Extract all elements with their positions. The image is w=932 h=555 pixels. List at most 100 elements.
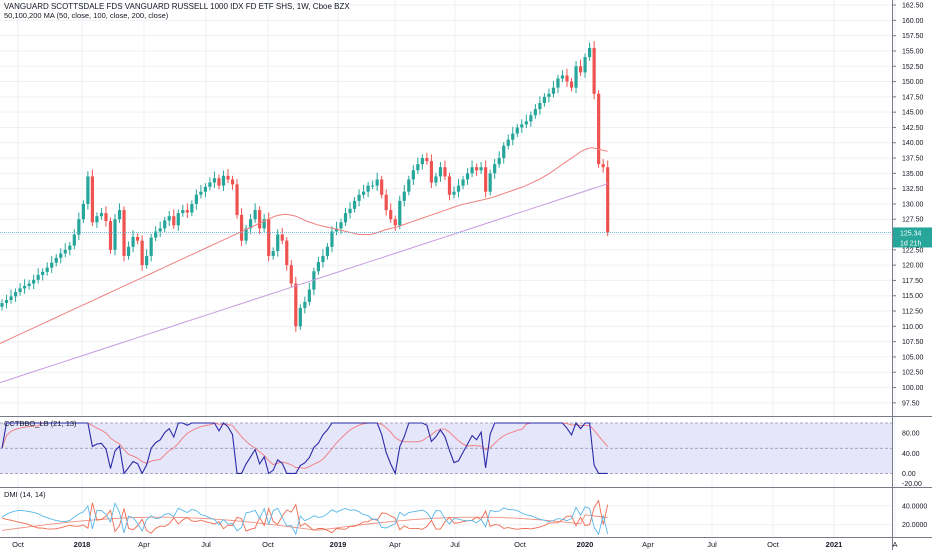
- price-tick: 110.00: [902, 324, 923, 331]
- candle-body: [36, 274, 40, 280]
- candle-body: [221, 175, 226, 186]
- candle-body: [41, 271, 45, 275]
- candle-body: [253, 210, 257, 220]
- candle-body: [226, 175, 230, 180]
- candle-body: [90, 176, 94, 223]
- candle-body: [578, 66, 583, 73]
- candle-body: [488, 173, 492, 192]
- candle-body: [13, 292, 18, 297]
- price-tick: 132.50: [902, 186, 924, 193]
- candle-body: [475, 167, 479, 171]
- price-tick: 130.00: [902, 201, 924, 208]
- time-tick: A: [892, 540, 897, 549]
- candle-body: [456, 185, 461, 192]
- candle-body: [68, 245, 72, 250]
- candle-body: [217, 178, 221, 186]
- candle-body: [542, 96, 546, 103]
- candle-body: [262, 219, 266, 229]
- last-price-badge: [893, 227, 932, 238]
- candle-body: [203, 186, 207, 192]
- candle-body: [330, 231, 334, 247]
- candle-body: [583, 57, 587, 73]
- price-tick: 115.00: [902, 293, 923, 300]
- candle-body: [239, 214, 244, 241]
- candle-body: [126, 246, 131, 256]
- price-tick: 150.00: [902, 79, 924, 86]
- candle-body: [569, 81, 574, 88]
- candle-body: [529, 115, 533, 122]
- time-tick: Jul: [201, 540, 211, 549]
- candle-body: [122, 210, 126, 256]
- candle-body: [452, 191, 456, 195]
- candle-body: [145, 255, 149, 266]
- candle-body: [280, 234, 284, 241]
- candle-body: [104, 213, 108, 222]
- candle-body: [334, 228, 339, 232]
- candle-body: [574, 66, 578, 88]
- candle-body: [438, 167, 443, 177]
- candle-body: [407, 179, 411, 192]
- candle-body: [515, 127, 519, 134]
- candle-body: [375, 179, 379, 186]
- candle-body: [244, 228, 248, 241]
- candle-body: [601, 164, 605, 168]
- price-tick: 112.50: [902, 309, 923, 316]
- candle-body: [54, 257, 58, 263]
- candle-body: [470, 167, 474, 174]
- ma200-line: [0, 183, 608, 384]
- candle-body: [4, 300, 9, 304]
- dmi-plus-line: [1, 501, 609, 536]
- adx-line: [1, 514, 608, 531]
- candle-body: [447, 176, 452, 195]
- candle-body: [511, 133, 515, 140]
- candle-body: [185, 210, 189, 213]
- candle-body: [285, 240, 289, 266]
- candle-body: [384, 194, 388, 211]
- candle-body: [32, 279, 36, 284]
- price-tick: 142.50: [902, 125, 924, 132]
- cct-line: [1, 421, 608, 476]
- candle-body: [380, 179, 384, 195]
- time-tick: Apr: [389, 540, 401, 549]
- candle-body: [343, 213, 348, 223]
- candle-body: [520, 124, 524, 128]
- candle-body: [551, 87, 556, 94]
- candle-body: [352, 200, 357, 209]
- countdown-label: 1d 21h: [900, 240, 922, 247]
- time-tick: 2020: [577, 540, 594, 549]
- candle-body: [194, 194, 198, 204]
- candle-body: [208, 182, 212, 187]
- candle-body: [9, 296, 13, 301]
- time-tick: Oct: [262, 540, 275, 549]
- time-tick: 2021: [826, 540, 843, 549]
- candle-body: [362, 191, 366, 195]
- price-tick: 102.50: [902, 370, 924, 377]
- candle-body: [72, 234, 76, 246]
- price-tick: 97.50: [902, 400, 920, 407]
- price-tick: 155.00: [902, 48, 924, 55]
- candle-body: [108, 221, 113, 250]
- candle-body: [465, 173, 470, 180]
- time-tick: Apr: [642, 540, 654, 549]
- candle-body: [140, 240, 144, 266]
- candle-body: [149, 237, 153, 256]
- candle-body: [0, 303, 4, 307]
- candle-body: [230, 179, 235, 185]
- price-tick: 157.50: [902, 33, 924, 40]
- candle-body: [588, 47, 592, 58]
- dmi-label: DMI (14, 14): [4, 490, 46, 499]
- time-tick: Oct: [767, 540, 780, 549]
- candle-body: [50, 262, 54, 268]
- candle-body: [420, 158, 424, 165]
- candle-body: [294, 283, 298, 327]
- candle-body: [429, 161, 433, 183]
- candle-body: [479, 167, 483, 171]
- candle-body: [425, 158, 429, 162]
- candle-body: [389, 210, 393, 220]
- candle-body: [402, 191, 406, 201]
- candle-body: [199, 191, 203, 195]
- candle-body: [23, 285, 27, 289]
- price-tick: 105.00: [902, 354, 924, 361]
- price-tick: 147.50: [902, 94, 924, 101]
- candle-body: [366, 185, 370, 192]
